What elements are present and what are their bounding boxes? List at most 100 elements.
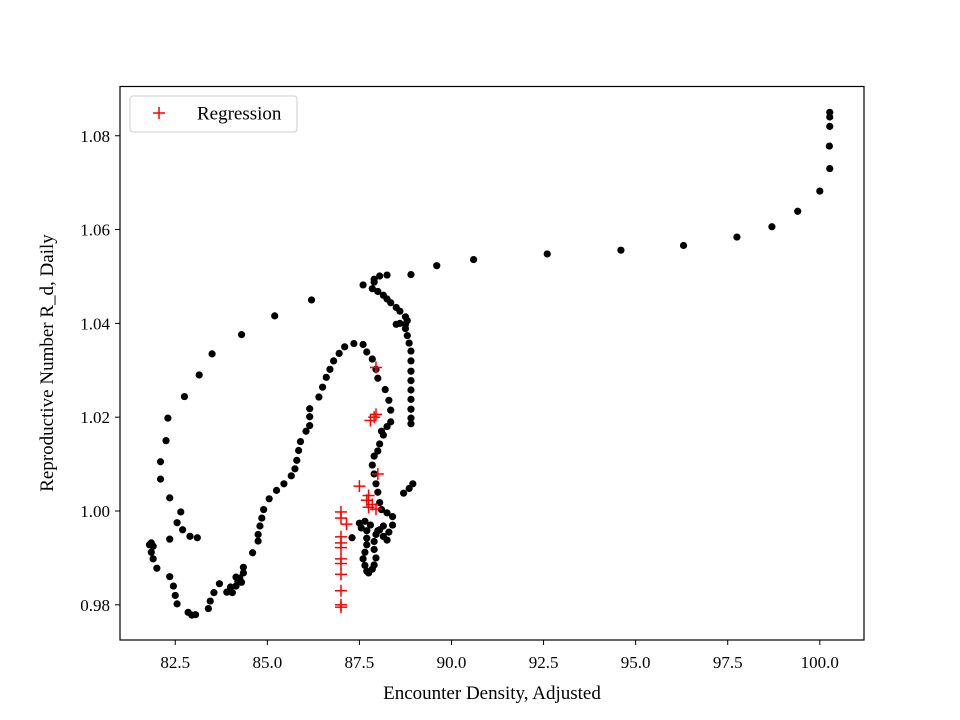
data-point <box>387 299 395 307</box>
data-point <box>368 461 376 469</box>
data-point <box>403 331 411 340</box>
data-point <box>372 480 380 488</box>
data-point <box>204 604 212 613</box>
regression-point <box>334 505 347 518</box>
data-point <box>363 348 371 356</box>
data-point <box>179 526 187 534</box>
data-point <box>396 307 404 315</box>
data-point <box>407 405 415 413</box>
data-point <box>164 414 172 422</box>
data-point <box>177 508 185 516</box>
data-point <box>210 589 218 597</box>
data-point <box>206 597 214 605</box>
data-point <box>407 395 415 403</box>
regression-point <box>371 467 384 480</box>
data-point <box>256 522 264 530</box>
x-tick-label: 92.5 <box>529 653 559 672</box>
data-point <box>388 521 397 529</box>
data-point <box>383 422 391 431</box>
data-point <box>363 541 371 549</box>
data-point <box>381 385 389 394</box>
data-point <box>341 343 349 351</box>
data-point <box>260 505 268 514</box>
x-axis-title: Encounter Density, Adjusted <box>383 683 601 704</box>
legend-box <box>129 95 298 133</box>
data-point <box>195 371 203 379</box>
data-point <box>166 494 174 502</box>
data-point <box>166 573 174 581</box>
data-point <box>407 347 415 355</box>
data-point <box>357 524 365 532</box>
data-point <box>433 262 441 270</box>
data-point <box>359 340 367 349</box>
data-point <box>407 377 415 385</box>
data-point <box>335 349 343 357</box>
data-point <box>370 452 378 460</box>
data-point <box>306 422 314 430</box>
x-tick-label: 95.0 <box>621 653 651 672</box>
data-point <box>306 413 314 421</box>
data-point <box>407 386 415 394</box>
data-point <box>370 278 378 286</box>
data-point <box>236 574 244 582</box>
data-point <box>169 582 178 590</box>
data-point <box>679 241 688 250</box>
data-point <box>370 561 378 569</box>
legend: Regression <box>129 95 298 133</box>
data-point <box>291 465 299 473</box>
data-point <box>407 357 415 365</box>
data-point <box>469 255 478 264</box>
data-point <box>271 312 279 320</box>
data-point <box>374 488 382 496</box>
data-point <box>171 591 179 600</box>
data-point <box>407 270 415 279</box>
data-point <box>162 437 170 445</box>
data-point <box>318 383 327 391</box>
data-point <box>254 530 262 539</box>
data-point <box>223 588 231 596</box>
x-tick-label: 85.0 <box>252 653 282 672</box>
data-point <box>307 296 316 304</box>
y-axis-ticks: 0.98 1.00 1.02 1.04 1.06 1.08 <box>80 127 120 615</box>
data-point <box>239 569 247 577</box>
data-point <box>383 271 391 279</box>
data-point <box>361 561 369 570</box>
data-point <box>407 414 415 422</box>
data-point <box>153 564 161 572</box>
data-point <box>237 331 246 339</box>
y-tick-label: 1.02 <box>80 408 110 427</box>
data-point <box>359 555 367 563</box>
regression-point <box>369 503 382 516</box>
regression-point <box>340 518 353 531</box>
y-tick-label: 1.06 <box>80 221 110 240</box>
data-point <box>296 437 305 446</box>
data-point <box>359 281 367 289</box>
data-point <box>258 514 266 522</box>
x-tick-label: 82.5 <box>160 653 190 672</box>
data-point <box>370 537 378 546</box>
data-point <box>543 250 551 258</box>
data-point <box>733 233 741 241</box>
data-point <box>330 357 338 365</box>
data-point <box>383 509 391 517</box>
data-point <box>401 324 410 333</box>
data-point <box>405 339 413 347</box>
data-point <box>374 447 382 455</box>
y-axis-title: Reproductive Number R_d, Daily <box>37 234 58 492</box>
y-tick-label: 1.08 <box>80 127 110 146</box>
data-point <box>302 427 310 435</box>
data-point <box>248 549 257 557</box>
plot-frame <box>119 85 865 641</box>
data-point <box>366 521 375 529</box>
data-point <box>215 580 224 588</box>
regression-point <box>334 530 347 543</box>
data-point <box>372 554 380 562</box>
data-point <box>368 285 376 293</box>
data-point <box>825 142 833 150</box>
data-point <box>370 545 378 554</box>
data-point <box>173 519 181 527</box>
data-point <box>226 583 235 591</box>
data-point <box>265 495 273 503</box>
data-point <box>149 555 157 563</box>
